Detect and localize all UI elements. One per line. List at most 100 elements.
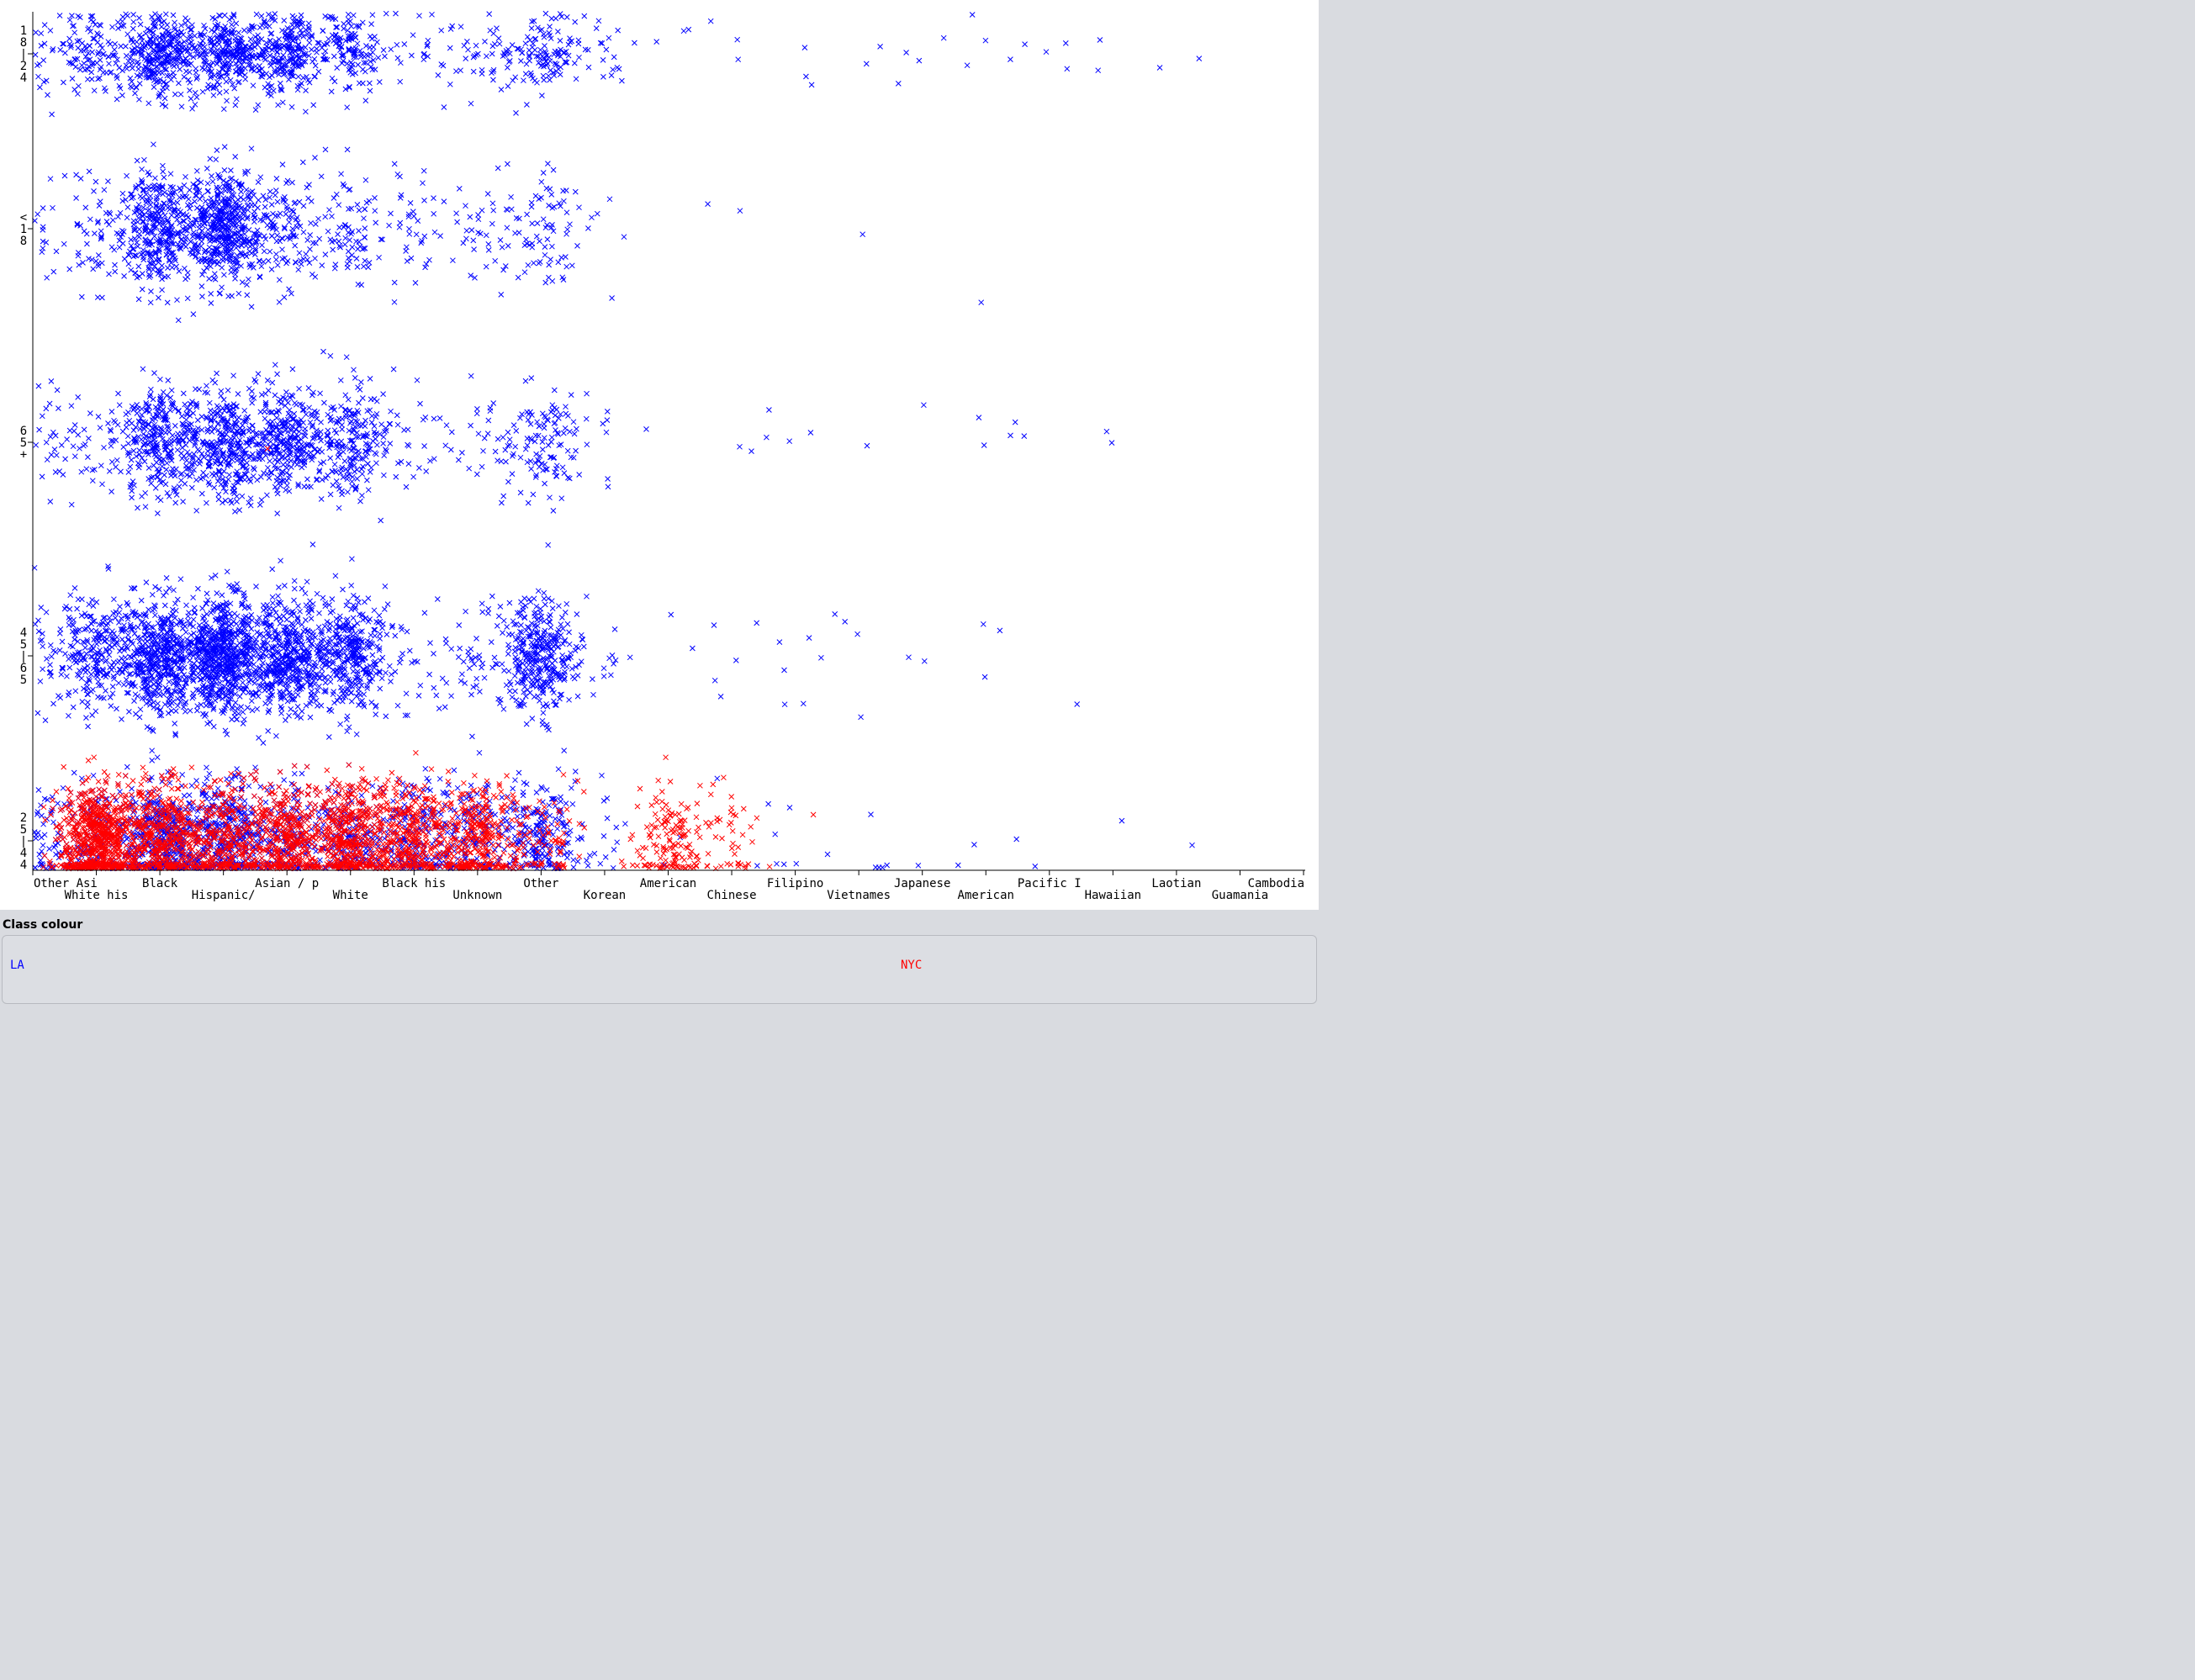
data-point-la — [517, 489, 524, 496]
data-point-la — [606, 196, 613, 203]
data-point-la — [103, 688, 108, 694]
data-point-la — [76, 82, 82, 89]
data-point-la — [274, 198, 281, 205]
data-point-la — [237, 194, 244, 201]
data-point-la — [52, 648, 59, 655]
data-point-la — [230, 82, 235, 87]
data-point-la — [259, 66, 265, 72]
data-point-la — [153, 195, 160, 202]
data-point-la — [232, 213, 239, 219]
data-point-la — [47, 642, 54, 648]
data-point-la — [283, 469, 290, 476]
data-point-la — [318, 173, 325, 180]
data-point-la — [204, 166, 210, 172]
data-point-la — [574, 243, 580, 249]
data-point-la — [106, 468, 113, 474]
data-point-la — [568, 392, 574, 398]
data-point-la — [162, 430, 169, 436]
data-point-la — [89, 13, 96, 19]
data-point-la — [484, 191, 491, 197]
data-point-la — [296, 385, 302, 392]
data-point-la — [86, 601, 93, 608]
data-point-la — [139, 50, 145, 56]
data-point-la — [294, 45, 301, 51]
data-point-la — [348, 36, 355, 42]
data-point-la — [346, 65, 353, 71]
data-point-la — [193, 477, 199, 483]
data-point-la — [416, 465, 422, 471]
data-point-la — [632, 40, 637, 46]
data-point-la — [166, 679, 172, 685]
data-point-la — [498, 87, 505, 92]
data-point-la — [172, 438, 177, 444]
data-point-la — [364, 461, 371, 467]
data-point-la — [88, 671, 94, 678]
data-point-la — [903, 50, 909, 55]
data-point-la — [34, 710, 41, 716]
data-point-la — [50, 45, 56, 52]
data-point-la — [325, 427, 331, 434]
data-point-la — [298, 261, 304, 267]
data-point-la — [450, 257, 456, 264]
data-point-la — [158, 61, 165, 66]
data-point-la — [219, 34, 225, 40]
data-point-la — [40, 245, 46, 251]
data-point-la — [231, 85, 238, 92]
data-point-la — [140, 204, 146, 211]
data-point-la — [73, 172, 79, 178]
data-point-la — [147, 299, 154, 306]
data-point-la — [58, 671, 65, 678]
data-point-la — [66, 712, 71, 719]
data-point-la — [409, 52, 415, 59]
data-point-la — [518, 58, 524, 64]
data-point-la — [119, 190, 126, 197]
data-point-la — [525, 499, 532, 506]
data-point-la — [321, 399, 327, 406]
data-point-la — [208, 263, 214, 270]
data-point-la — [447, 45, 453, 51]
data-point-la — [331, 461, 338, 468]
data-point-la — [266, 45, 272, 51]
data-point-la — [66, 427, 73, 434]
data-point-la — [96, 203, 103, 209]
data-point-la — [134, 44, 140, 50]
data-point-la — [56, 405, 61, 411]
data-point-la — [534, 220, 541, 226]
data-point-la — [479, 463, 485, 470]
data-point-la — [116, 402, 123, 409]
data-point-la — [221, 272, 227, 278]
data-point-la — [407, 200, 414, 206]
data-point-la — [293, 260, 299, 266]
data-point-la — [40, 205, 46, 211]
data-point-la — [152, 612, 158, 619]
data-point-la — [211, 484, 218, 491]
data-point-la — [467, 214, 473, 220]
data-point-la — [367, 469, 373, 475]
data-point-la — [97, 66, 103, 73]
data-point-la — [151, 18, 157, 24]
data-point-la — [611, 54, 617, 61]
data-point-la — [241, 27, 247, 34]
data-point-la — [87, 13, 94, 19]
data-point-la — [279, 27, 285, 34]
data-point-la — [267, 30, 274, 37]
data-point-la — [309, 46, 315, 53]
data-point-la — [346, 258, 352, 265]
data-point-la — [112, 615, 119, 621]
data-point-la — [257, 274, 263, 281]
data-point-la — [82, 66, 88, 73]
data-point-la — [284, 177, 291, 184]
data-point-la — [300, 34, 307, 40]
data-point-la — [156, 93, 162, 100]
data-point-la — [567, 429, 573, 435]
data-point-la — [208, 75, 214, 81]
data-point-la — [295, 41, 302, 48]
data-point-la — [145, 56, 151, 63]
data-point-la — [84, 57, 91, 64]
data-point-la — [199, 38, 206, 44]
data-point-la — [268, 267, 275, 272]
data-point-la — [187, 79, 193, 86]
data-point-la — [66, 621, 72, 628]
data-point-la — [327, 491, 334, 498]
data-point-la — [156, 18, 162, 24]
